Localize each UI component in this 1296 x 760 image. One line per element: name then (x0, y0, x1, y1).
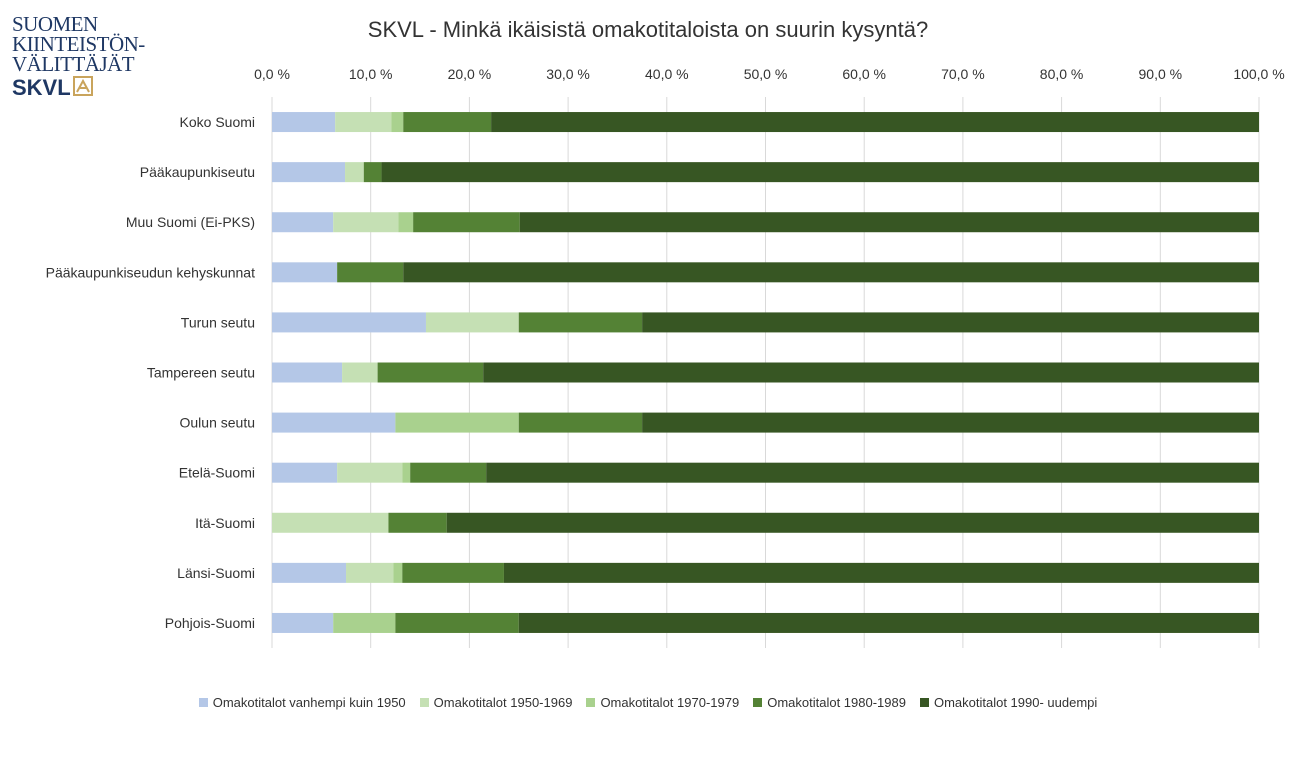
bar-segment (391, 112, 404, 133)
legend-item: Omakotitalot 1950-1969 (419, 695, 573, 710)
bar-segment (363, 162, 382, 183)
category-label: Länsi-Suomi (177, 565, 255, 581)
bar-segment (337, 462, 403, 483)
category-label: Itä-Suomi (195, 515, 255, 531)
bar-segment (446, 512, 1260, 533)
category-label: Koko Suomi (180, 114, 255, 130)
bar-segment (335, 112, 392, 133)
logo-line-2: KIINTEISTÖN- (12, 32, 145, 56)
logo-brand-text: SKVL (12, 75, 71, 100)
bar-segment (272, 512, 389, 533)
bar-segment (642, 312, 1259, 333)
x-tick-label: 90,0 % (1139, 66, 1183, 82)
category-label: Tampereen seutu (147, 365, 255, 381)
bar-segment (425, 312, 519, 333)
bar-segment (333, 212, 399, 233)
bar-segment (403, 112, 492, 133)
skvl-logo: SUOMEN KIINTEISTÖN- VÄLITTÄJÄT SKVL (12, 14, 172, 110)
legend-swatch (419, 698, 429, 707)
bar-segment (393, 562, 403, 583)
bar-segment (381, 162, 1259, 183)
bar-segment (503, 562, 1259, 583)
bar-segment (342, 362, 378, 383)
bar-segment (272, 212, 334, 233)
category-label: Pohjois-Suomi (165, 615, 255, 631)
logo-line-3: VÄLITTÄJÄT (12, 52, 135, 76)
legend-label: Omakotitalot 1970-1979 (600, 695, 740, 710)
bar-segment (413, 212, 520, 233)
category-label: Oulun seutu (180, 415, 256, 431)
bar-segment (402, 562, 504, 583)
bar-segment (272, 262, 338, 283)
bar-segment (272, 312, 426, 333)
bar-segment (518, 312, 643, 333)
logo-brand: SKVL (12, 76, 172, 100)
x-tick-label: 50,0 % (744, 66, 788, 82)
x-tick-label: 70,0 % (941, 66, 985, 82)
bar-segment (410, 462, 487, 483)
legend-item: Omakotitalot 1990- uudempi (919, 695, 1098, 710)
legend-swatch (586, 698, 596, 707)
bar-segment (272, 112, 336, 133)
bar-segment (272, 362, 343, 383)
bar-segment (642, 412, 1259, 433)
bar-segment (486, 462, 1260, 483)
house-icon (72, 76, 93, 100)
legend-label: Omakotitalot 1980-1989 (767, 695, 906, 710)
bar-segment (377, 362, 484, 383)
bar-segment (519, 212, 1259, 233)
legend-label: Omakotitalot 1990- uudempi (933, 695, 1098, 710)
x-tick-label: 60,0 % (842, 66, 886, 82)
bar-segment (272, 562, 347, 583)
bar-segment (272, 162, 346, 183)
x-tick-label: 100,0 % (1233, 66, 1284, 82)
legend-label: Omakotitalot vanhempi kuin 1950 (212, 695, 406, 710)
bar-segment (518, 412, 643, 433)
bar-segment (337, 262, 404, 283)
bar-segment (272, 412, 396, 433)
bar-segment (388, 512, 447, 533)
bar-segment (395, 412, 519, 433)
category-label: Etelä-Suomi (179, 465, 255, 481)
bar-segment (402, 462, 411, 483)
legend-item: Omakotitalot 1970-1979 (586, 695, 739, 710)
bar-segment (333, 612, 396, 633)
category-label: Pääkaupunkiseutu (140, 164, 255, 180)
logo-line-1: SUOMEN (12, 12, 98, 36)
bar-segment (403, 262, 1259, 283)
legend-swatch (753, 698, 763, 707)
bar-segment (272, 612, 334, 633)
bar-segment (272, 462, 338, 483)
bar-segment (345, 162, 364, 183)
chart-legend: Omakotitalot vanhempi kuin 1950 Omakotita… (0, 695, 1296, 710)
category-label: Pääkaupunkiseudun kehyskunnat (46, 264, 255, 280)
chart-title: SKVL - Minkä ikäisistä omakotitaloista o… (367, 17, 929, 42)
x-tick-label: 10,0 % (349, 66, 393, 82)
bar-segment (518, 612, 1259, 633)
legend-item: Omakotitalot vanhempi kuin 1950 (198, 695, 406, 710)
legend-item: Omakotitalot 1980-1989 (753, 695, 906, 710)
x-tick-label: 30,0 % (546, 66, 590, 82)
legend-swatch (919, 698, 929, 707)
bar-segment (491, 112, 1259, 133)
category-label: Turun seutu (181, 314, 255, 330)
bar-segment (395, 612, 519, 633)
bar-segment (483, 362, 1259, 383)
x-tick-label: 20,0 % (448, 66, 492, 82)
x-tick-label: 40,0 % (645, 66, 689, 82)
bar-segment (346, 562, 394, 583)
x-tick-label: 80,0 % (1040, 66, 1084, 82)
legend-swatch (198, 698, 208, 707)
legend-label: Omakotitalot 1950-1969 (433, 695, 573, 710)
category-label: Muu Suomi (Ei-PKS) (126, 214, 255, 230)
bar-segment (398, 212, 414, 233)
x-tick-label: 0,0 % (254, 66, 290, 82)
